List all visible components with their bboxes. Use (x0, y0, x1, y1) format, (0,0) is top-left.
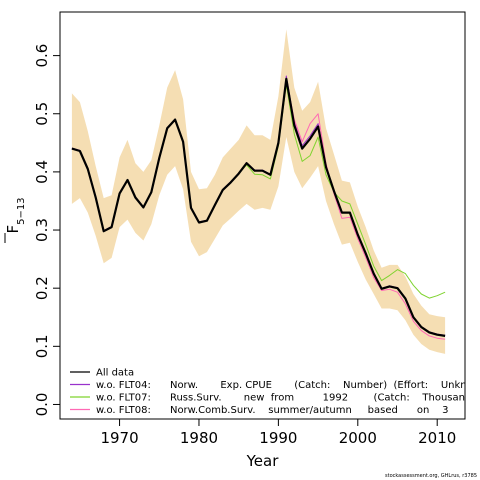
watermark: stockassessment.org, GHLrus, r3785 (385, 473, 477, 479)
band-area (71, 29, 446, 354)
y-axis: 0.0 0.1 0.2 0.3 0.4 0.5 0.6 (33, 44, 61, 417)
y-axis-title: F5−13 (4, 197, 27, 243)
y-tick-label: 0.6 (33, 44, 51, 68)
y-tick-label: 0.5 (33, 102, 51, 126)
x-tick-label: 2010 (418, 429, 456, 447)
series-lines (71, 75, 446, 340)
x-tick-label: 1980 (180, 429, 218, 447)
y-tick-label: 0.0 (33, 393, 51, 417)
svg-text:F5−13: F5−13 (4, 197, 27, 233)
y-tick-label: 0.1 (33, 334, 51, 358)
x-tick-label: 2000 (339, 429, 377, 447)
legend-label: All data (96, 368, 134, 379)
y-tick-label: 0.3 (33, 218, 51, 242)
legend-label: w.o. FLT08: Norw.Comb.Surv. summer/autum… (96, 405, 480, 416)
confidence-band (71, 29, 446, 354)
x-tick-label: 1970 (100, 429, 138, 447)
x-axis: 1970 1980 1990 2000 2010 (100, 418, 456, 447)
x-tick-label: 1990 (259, 429, 297, 447)
legend-label: w.o. FLT07: Russ.Surv. new from 1992 (Ca… (96, 393, 480, 404)
series-line-1 (71, 77, 446, 337)
legend-label: w.o. FLT04: Norw. Exp. CPUE (Catch: Numb… (96, 380, 480, 391)
y-axis-title-main: F (4, 225, 22, 234)
y-tick-label: 0.2 (33, 276, 51, 300)
y-axis-title-sub: 5−13 (16, 197, 27, 224)
x-axis-title: Year (246, 452, 280, 470)
y-tick-label: 0.4 (33, 160, 51, 184)
